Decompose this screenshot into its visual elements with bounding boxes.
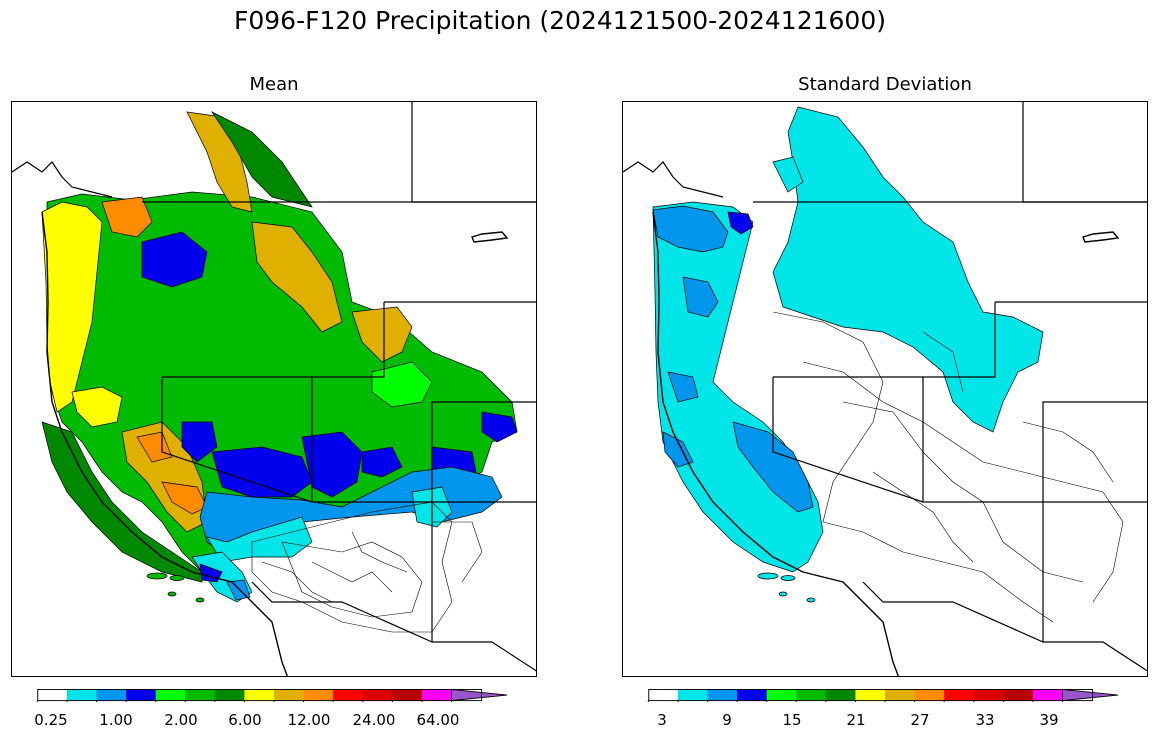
mean-basin-outlines [251,501,483,633]
colorbar-swatch [66,689,97,701]
mean-tick-label: 64.00 [416,711,460,729]
colorbar-swatch [766,689,797,701]
stddev-tick-label: 3 [657,711,667,729]
mean-tick-label: 24.00 [352,711,396,729]
stddev-tick-label: 9 [722,711,732,729]
mean-tick-label: 2.00 [164,711,198,729]
colorbar-swatch [96,689,127,701]
colorbar-swatch [37,689,68,701]
mean-tick-label: 0.25 [34,711,68,729]
colorbar-swatch [796,689,827,701]
mean-map [11,101,537,677]
stddev-tick-label: 33 [975,711,995,729]
mean-tick-label: 1.00 [99,711,133,729]
stddev-islands [757,572,816,603]
colorbar-extend-triangle [451,689,508,702]
stddev-colorbar-swatches [647,689,1119,702]
mean-map-svg [12,102,536,676]
stddev-panel-title: Standard Deviation [798,74,972,95]
colorbar-swatch [244,689,275,701]
stddev-colorbar [647,689,1119,702]
colorbar-swatch [648,689,679,701]
colorbar-swatch [392,689,423,701]
colorbar-swatch [1003,689,1034,701]
mean-tick-label: 12.00 [287,711,331,729]
mean-precip-fill [41,111,518,603]
mean-state-borders [12,102,536,672]
colorbar-swatch [274,689,305,701]
colorbar-swatch [303,689,334,701]
colorbar-swatch [1032,689,1064,701]
colorbar-swatch [855,689,886,701]
colorbar-swatch [973,689,1004,701]
stddev-tick-label: 21 [846,711,866,729]
stddev-map [622,101,1148,677]
mean-coastline [41,211,509,676]
stddev-precip-fill [652,106,1044,573]
stddev-basin-outlines [772,311,1124,623]
colorbar-swatch [825,689,856,701]
stddev-colorbar-outline [648,689,1094,702]
mean-colorbar-outline [37,689,483,702]
stddev-map-svg [623,102,1147,676]
colorbar-swatch [185,689,216,701]
stddev-tick-label: 27 [910,711,930,729]
colorbar-swatch [914,689,945,701]
stddev-coastline [652,211,1120,676]
mean-colorbar-swatches [36,689,508,702]
figure-title: F096-F120 Precipitation (2024121500-2024… [233,6,886,35]
colorbar-swatch [421,689,453,701]
colorbar-swatch [885,689,916,701]
colorbar-swatch [737,689,768,701]
mean-colorbar [36,689,508,702]
stddev-state-borders [623,102,1147,672]
colorbar-swatch [333,689,364,701]
colorbar-swatch [362,689,393,701]
colorbar-swatch [214,689,245,701]
colorbar-swatch [677,689,708,701]
mean-panel-title: Mean [249,74,299,95]
mean-tick-label: 6.00 [228,711,262,729]
stddev-tick-label: 15 [782,711,802,729]
colorbar-extend-triangle [1062,689,1119,702]
colorbar-swatch [944,689,975,701]
colorbar-swatch [126,689,157,701]
mean-islands [146,572,205,603]
colorbar-swatch [707,689,738,701]
colorbar-swatch [155,689,186,701]
stddev-tick-label: 39 [1039,711,1059,729]
